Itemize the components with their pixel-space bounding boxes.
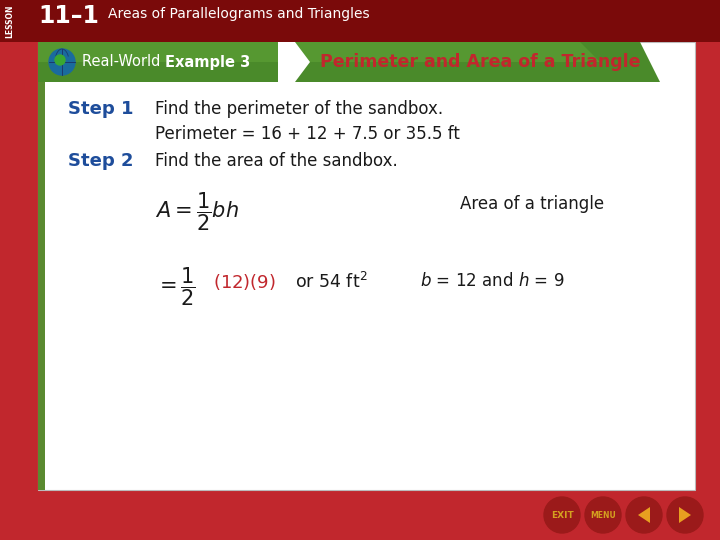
- Circle shape: [49, 49, 75, 75]
- FancyBboxPatch shape: [38, 42, 45, 490]
- Text: $b$ = 12 and $h$ = 9: $b$ = 12 and $h$ = 9: [420, 272, 564, 290]
- Polygon shape: [278, 42, 310, 82]
- Polygon shape: [38, 42, 660, 82]
- Text: Step 1: Step 1: [68, 100, 133, 118]
- Text: $A = \dfrac{1}{2}bh$: $A = \dfrac{1}{2}bh$: [155, 190, 239, 233]
- Circle shape: [544, 497, 580, 533]
- FancyBboxPatch shape: [38, 42, 695, 490]
- Text: Perimeter and Area of a Triangle: Perimeter and Area of a Triangle: [320, 53, 641, 71]
- Text: Areas of Parallelograms and Triangles: Areas of Parallelograms and Triangles: [108, 7, 369, 21]
- Text: 11–1: 11–1: [38, 4, 99, 28]
- Text: LESSON: LESSON: [6, 5, 14, 38]
- Text: $(12)(9)$: $(12)(9)$: [213, 272, 276, 292]
- FancyBboxPatch shape: [0, 0, 720, 42]
- Text: MENU: MENU: [590, 510, 616, 519]
- Circle shape: [55, 55, 65, 65]
- Polygon shape: [38, 42, 600, 62]
- Text: Area of a triangle: Area of a triangle: [460, 195, 604, 213]
- Text: EXIT: EXIT: [551, 510, 573, 519]
- Text: Example 3: Example 3: [165, 55, 251, 70]
- Text: Find the area of the sandbox.: Find the area of the sandbox.: [155, 152, 397, 170]
- Text: Perimeter = 16 + 12 + 7.5 or 35.5 ft: Perimeter = 16 + 12 + 7.5 or 35.5 ft: [155, 125, 460, 143]
- Text: Real-World: Real-World: [82, 55, 165, 70]
- Circle shape: [585, 497, 621, 533]
- Polygon shape: [679, 507, 691, 523]
- Polygon shape: [638, 507, 650, 523]
- Text: or 54 ft$^2$: or 54 ft$^2$: [295, 272, 367, 292]
- Text: Find the perimeter of the sandbox.: Find the perimeter of the sandbox.: [155, 100, 443, 118]
- Text: $= \dfrac{1}{2}$: $= \dfrac{1}{2}$: [155, 265, 196, 307]
- Circle shape: [626, 497, 662, 533]
- Text: Step 2: Step 2: [68, 152, 133, 170]
- Circle shape: [667, 497, 703, 533]
